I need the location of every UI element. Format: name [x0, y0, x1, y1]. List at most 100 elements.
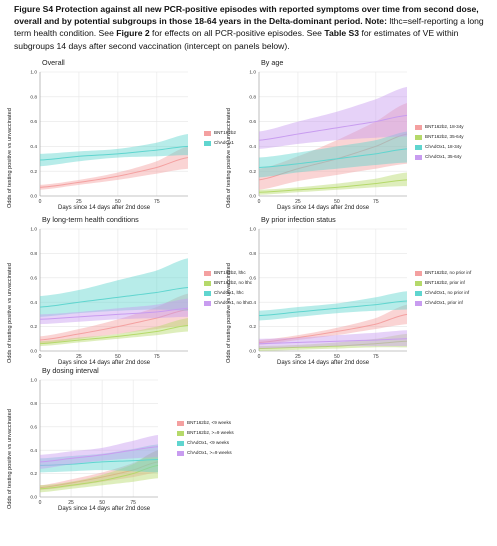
- chart-overall: 0.0 0.2 0.4 0.6 0.8 1.0 0 25 50 75: [30, 70, 189, 205]
- figure-caption: Figure S4 Protection against all new PCR…: [14, 3, 484, 52]
- series-chadox1-9-weeks: [39, 434, 159, 469]
- legend-swatch: [415, 281, 422, 286]
- series-bnt162b2-9-weeks: [39, 450, 159, 493]
- series-line: [258, 340, 408, 350]
- confidence-band: [40, 450, 158, 490]
- series-chadox1-35-64y: [258, 86, 408, 149]
- legend-label: ChAdOx1, no prior inf: [425, 290, 470, 295]
- caption-tables3-ref: Table S3: [324, 28, 360, 39]
- caption-figure2-ref: Figure 2: [116, 28, 150, 39]
- series-chadox1-18-34y: [258, 131, 408, 178]
- confidence-band: [259, 330, 407, 349]
- y-axis-label: Odds of testing positive vs unvaccinated: [226, 108, 232, 208]
- series-chadox1-prior-inf: [258, 330, 408, 349]
- series-chadox1-no-prior-inf: [258, 291, 408, 321]
- panel-title: By prior infection status: [261, 215, 336, 224]
- confidence-band: [40, 318, 188, 347]
- legend-label: BNT162b2, prior inf: [425, 280, 465, 285]
- panel-title: By long-term health conditions: [42, 215, 139, 224]
- y-tick-label: 0.4: [249, 300, 256, 306]
- legend-swatch: [177, 451, 184, 456]
- legend-swatch: [204, 271, 211, 276]
- series-line: [39, 157, 189, 188]
- series-chadox1-lthc: [39, 258, 189, 317]
- series-line: [258, 313, 408, 343]
- caption-note-text: lthc=self-reporting a long term health c…: [14, 16, 484, 39]
- series-chadox1: [39, 134, 189, 167]
- series-line: [258, 148, 408, 168]
- legend-swatch: [177, 441, 184, 446]
- y-tick-label: 0.8: [30, 401, 37, 407]
- x-axis-label: Days since 14 days after 2nd dose: [277, 205, 370, 211]
- x-tick-label: 25: [76, 199, 82, 205]
- confidence-band: [40, 450, 158, 493]
- y-axis-label: Odds of testing positive vs unvaccinated: [7, 263, 13, 363]
- panel-title: Overall: [42, 58, 65, 67]
- legend-label: BNT162b2, 35-64y: [425, 134, 464, 139]
- series-line: [258, 114, 408, 141]
- y-tick-label: 0.4: [249, 144, 256, 150]
- confidence-band: [259, 103, 407, 190]
- y-tick-label: 0.2: [249, 324, 256, 330]
- x-tick-label: 50: [334, 199, 340, 205]
- legend-label: BNT162b2, no lthc: [214, 280, 253, 285]
- y-tick-label: 0.0: [30, 194, 37, 200]
- series-line: [39, 461, 159, 489]
- chart-by-prior-infection-status: 0.0 0.2 0.4 0.6 0.8 1.0 0 25 50 75: [249, 227, 408, 360]
- x-axis-label: Days since 14 days after 2nd dose: [277, 360, 370, 366]
- y-tick-label: 1.0: [249, 70, 256, 76]
- series-chadox1-9-weeks: [39, 444, 159, 473]
- legend-label: ChAdOx1, lthc: [214, 290, 244, 295]
- legend-swatch: [415, 291, 422, 296]
- y-tick-label: 0.6: [30, 275, 37, 281]
- legend-label: BNT162b2: [214, 130, 236, 135]
- confidence-band: [40, 298, 188, 325]
- legend-label: BNT162b2, lthc: [214, 270, 246, 275]
- legend-swatch: [415, 145, 422, 150]
- x-tick-label: 75: [154, 354, 160, 360]
- chart-by-long-term-health-conditions: 0.0 0.2 0.4 0.6 0.8 1.0 0 25 50 75: [30, 227, 189, 360]
- x-tick-label: 25: [295, 354, 301, 360]
- legend-label: ChAdOx1, no lthc: [214, 300, 251, 305]
- y-tick-label: 0.8: [249, 94, 256, 100]
- legend-swatch: [415, 125, 422, 130]
- confidence-band: [259, 131, 407, 178]
- series-line: [258, 179, 408, 193]
- legend-swatch: [177, 431, 184, 436]
- x-tick-label: 50: [115, 354, 121, 360]
- legend-swatch: [415, 301, 422, 306]
- series-line: [39, 464, 159, 490]
- series-bnt162b2: [39, 146, 189, 190]
- legend-label: ChAdOx1, 35-64y: [425, 154, 462, 159]
- x-tick-label: 75: [154, 199, 160, 205]
- y-tick-label: 0.0: [30, 495, 37, 501]
- series-line: [39, 145, 189, 161]
- y-tick-label: 0.8: [249, 251, 256, 257]
- panel-title: By age: [261, 58, 284, 67]
- x-tick-label: 50: [334, 354, 340, 360]
- y-tick-label: 1.0: [30, 70, 37, 76]
- y-tick-label: 0.4: [30, 448, 37, 454]
- series-line: [39, 446, 159, 463]
- series-line: [39, 287, 189, 308]
- series-line: [39, 307, 189, 320]
- legend-swatch: [415, 155, 422, 160]
- series-bnt162b2-no-prior-inf: [258, 304, 408, 345]
- series-line: [258, 338, 408, 345]
- legend-label: ChAdOx1: [214, 140, 234, 145]
- legend-label: ChAdOx1, 18-34y: [425, 144, 462, 149]
- series-bnt162b2-no-lthc: [39, 318, 189, 347]
- series-chadox1-no-lthc: [39, 298, 189, 325]
- confidence-band: [40, 293, 188, 344]
- legend-swatch: [204, 281, 211, 286]
- x-axis-label: Days since 14 days after 2nd dose: [58, 506, 151, 512]
- caption-note-label: Note:: [364, 16, 387, 27]
- y-tick-label: 0.4: [30, 300, 37, 306]
- series-bnt162b2-lthc: [39, 293, 189, 344]
- x-tick-label: 25: [76, 354, 82, 360]
- series-line: [39, 459, 159, 466]
- y-tick-label: 0.6: [30, 119, 37, 125]
- x-tick-label: 25: [295, 199, 301, 205]
- x-tick-label: 0: [258, 354, 261, 360]
- y-tick-label: 0.2: [249, 169, 256, 175]
